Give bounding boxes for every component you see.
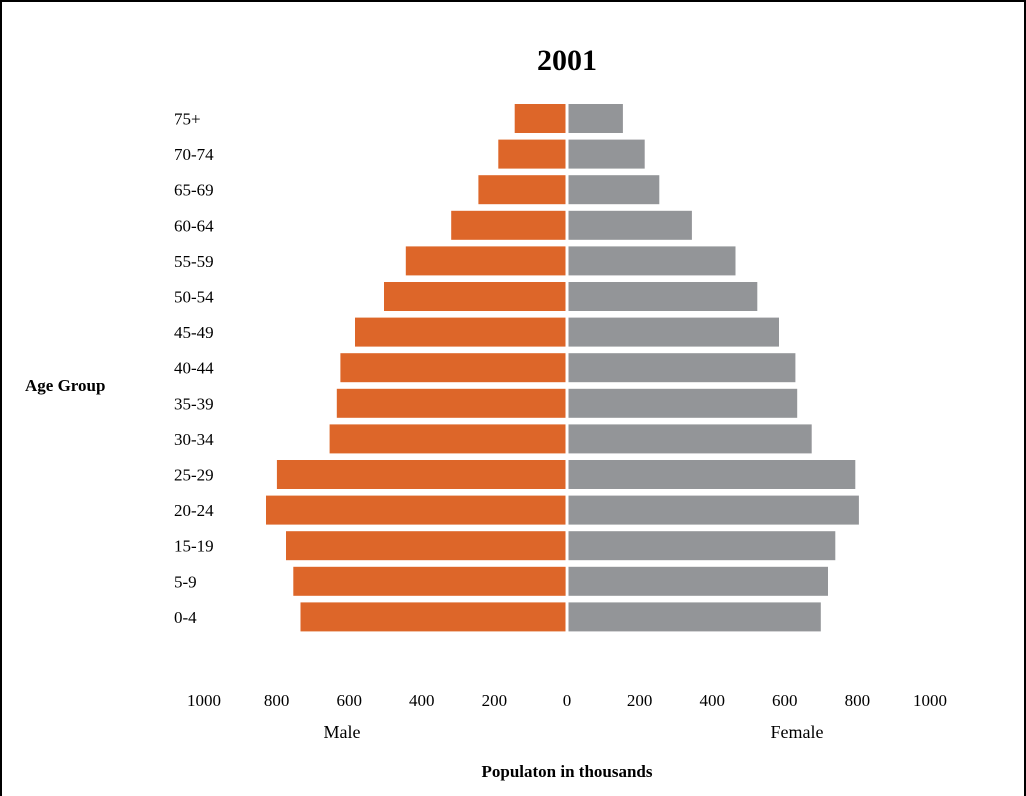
y-tick-labels: 0-4 5-9 15-19 20-24 25-29 30-34 35-39 40-44 45-4… bbox=[174, 110, 214, 627]
y-tick-label: 35-39 bbox=[174, 394, 214, 413]
female-bar-65-69 bbox=[568, 175, 660, 205]
male-bar-40-44 bbox=[340, 353, 566, 383]
female-bar-45-49 bbox=[568, 317, 779, 347]
x-tick-label: 1000 bbox=[913, 691, 947, 710]
male-bar-20-24 bbox=[266, 495, 566, 525]
y-tick-label: 70-74 bbox=[174, 145, 214, 164]
x-tick-label: 1000 bbox=[187, 691, 221, 710]
x-tick-label: 800 bbox=[845, 691, 871, 710]
male-bar-60-64 bbox=[451, 210, 566, 240]
y-tick-label: 30-34 bbox=[174, 430, 214, 449]
female-bar-35-39 bbox=[568, 388, 798, 418]
y-tick-label: 75+ bbox=[174, 110, 201, 129]
y-tick-label: 50-54 bbox=[174, 288, 214, 307]
x-axis-title: Populaton in thousands bbox=[481, 762, 652, 781]
female-bar-25-29 bbox=[568, 460, 856, 489]
y-tick-label: 40-44 bbox=[174, 359, 214, 378]
y-axis-title: Age Group bbox=[25, 376, 105, 395]
female-bar-60-64 bbox=[568, 210, 692, 240]
x-tick-label: 400 bbox=[699, 691, 725, 710]
x-tick-label: 0 bbox=[563, 691, 572, 710]
male-bar-15-19 bbox=[286, 531, 566, 561]
female-bar-55-59 bbox=[568, 246, 736, 276]
female-bar-50-54 bbox=[568, 282, 758, 311]
male-bar-50-54 bbox=[384, 282, 566, 311]
y-tick-label: 60-64 bbox=[174, 216, 214, 235]
male-bar-25-29 bbox=[276, 460, 566, 489]
y-tick-label: 55-59 bbox=[174, 252, 214, 271]
male-bar-35-39 bbox=[336, 388, 566, 418]
male-bar-5-9 bbox=[293, 566, 566, 596]
y-tick-label: 25-29 bbox=[174, 466, 214, 485]
male-bar-70-74 bbox=[498, 139, 566, 169]
x-tick-label: 600 bbox=[772, 691, 798, 710]
x-tick-label: 600 bbox=[336, 691, 362, 710]
chart-title: 2001 bbox=[537, 44, 597, 77]
female-bar-5-9 bbox=[568, 566, 828, 596]
male-bar-65-69 bbox=[478, 175, 566, 205]
y-tick-label: 5-9 bbox=[174, 572, 197, 591]
female-bar-15-19 bbox=[568, 531, 836, 561]
y-tick-label: 65-69 bbox=[174, 181, 214, 200]
x-tick-label: 200 bbox=[482, 691, 508, 710]
female-bar-0-4 bbox=[568, 602, 821, 632]
male-bar-0-4 bbox=[300, 602, 566, 632]
female-bar-40-44 bbox=[568, 353, 796, 383]
male-bar-55-59 bbox=[405, 246, 566, 276]
y-tick-label: 15-19 bbox=[174, 537, 214, 556]
x-tick-label: 800 bbox=[264, 691, 290, 710]
female-bar-30-34 bbox=[568, 424, 812, 454]
y-tick-label: 45-49 bbox=[174, 323, 214, 342]
x-tick-label: 400 bbox=[409, 691, 435, 710]
male-bar-75plus bbox=[514, 104, 566, 133]
female-side-label: Female bbox=[771, 722, 824, 742]
male-side-label: Male bbox=[324, 722, 361, 742]
female-bar-75plus bbox=[568, 104, 623, 133]
female-bar-20-24 bbox=[568, 495, 859, 525]
bars-group bbox=[266, 104, 859, 632]
x-tick-label: 200 bbox=[627, 691, 653, 710]
female-bar-70-74 bbox=[568, 139, 645, 169]
y-tick-label: 0-4 bbox=[174, 608, 197, 627]
male-bar-45-49 bbox=[355, 317, 566, 347]
x-tick-labels: 1000 800 600 400 200 0 200 400 600 800 1000 bbox=[187, 691, 947, 710]
male-bar-30-34 bbox=[329, 424, 566, 454]
y-tick-label: 20-24 bbox=[174, 501, 214, 520]
